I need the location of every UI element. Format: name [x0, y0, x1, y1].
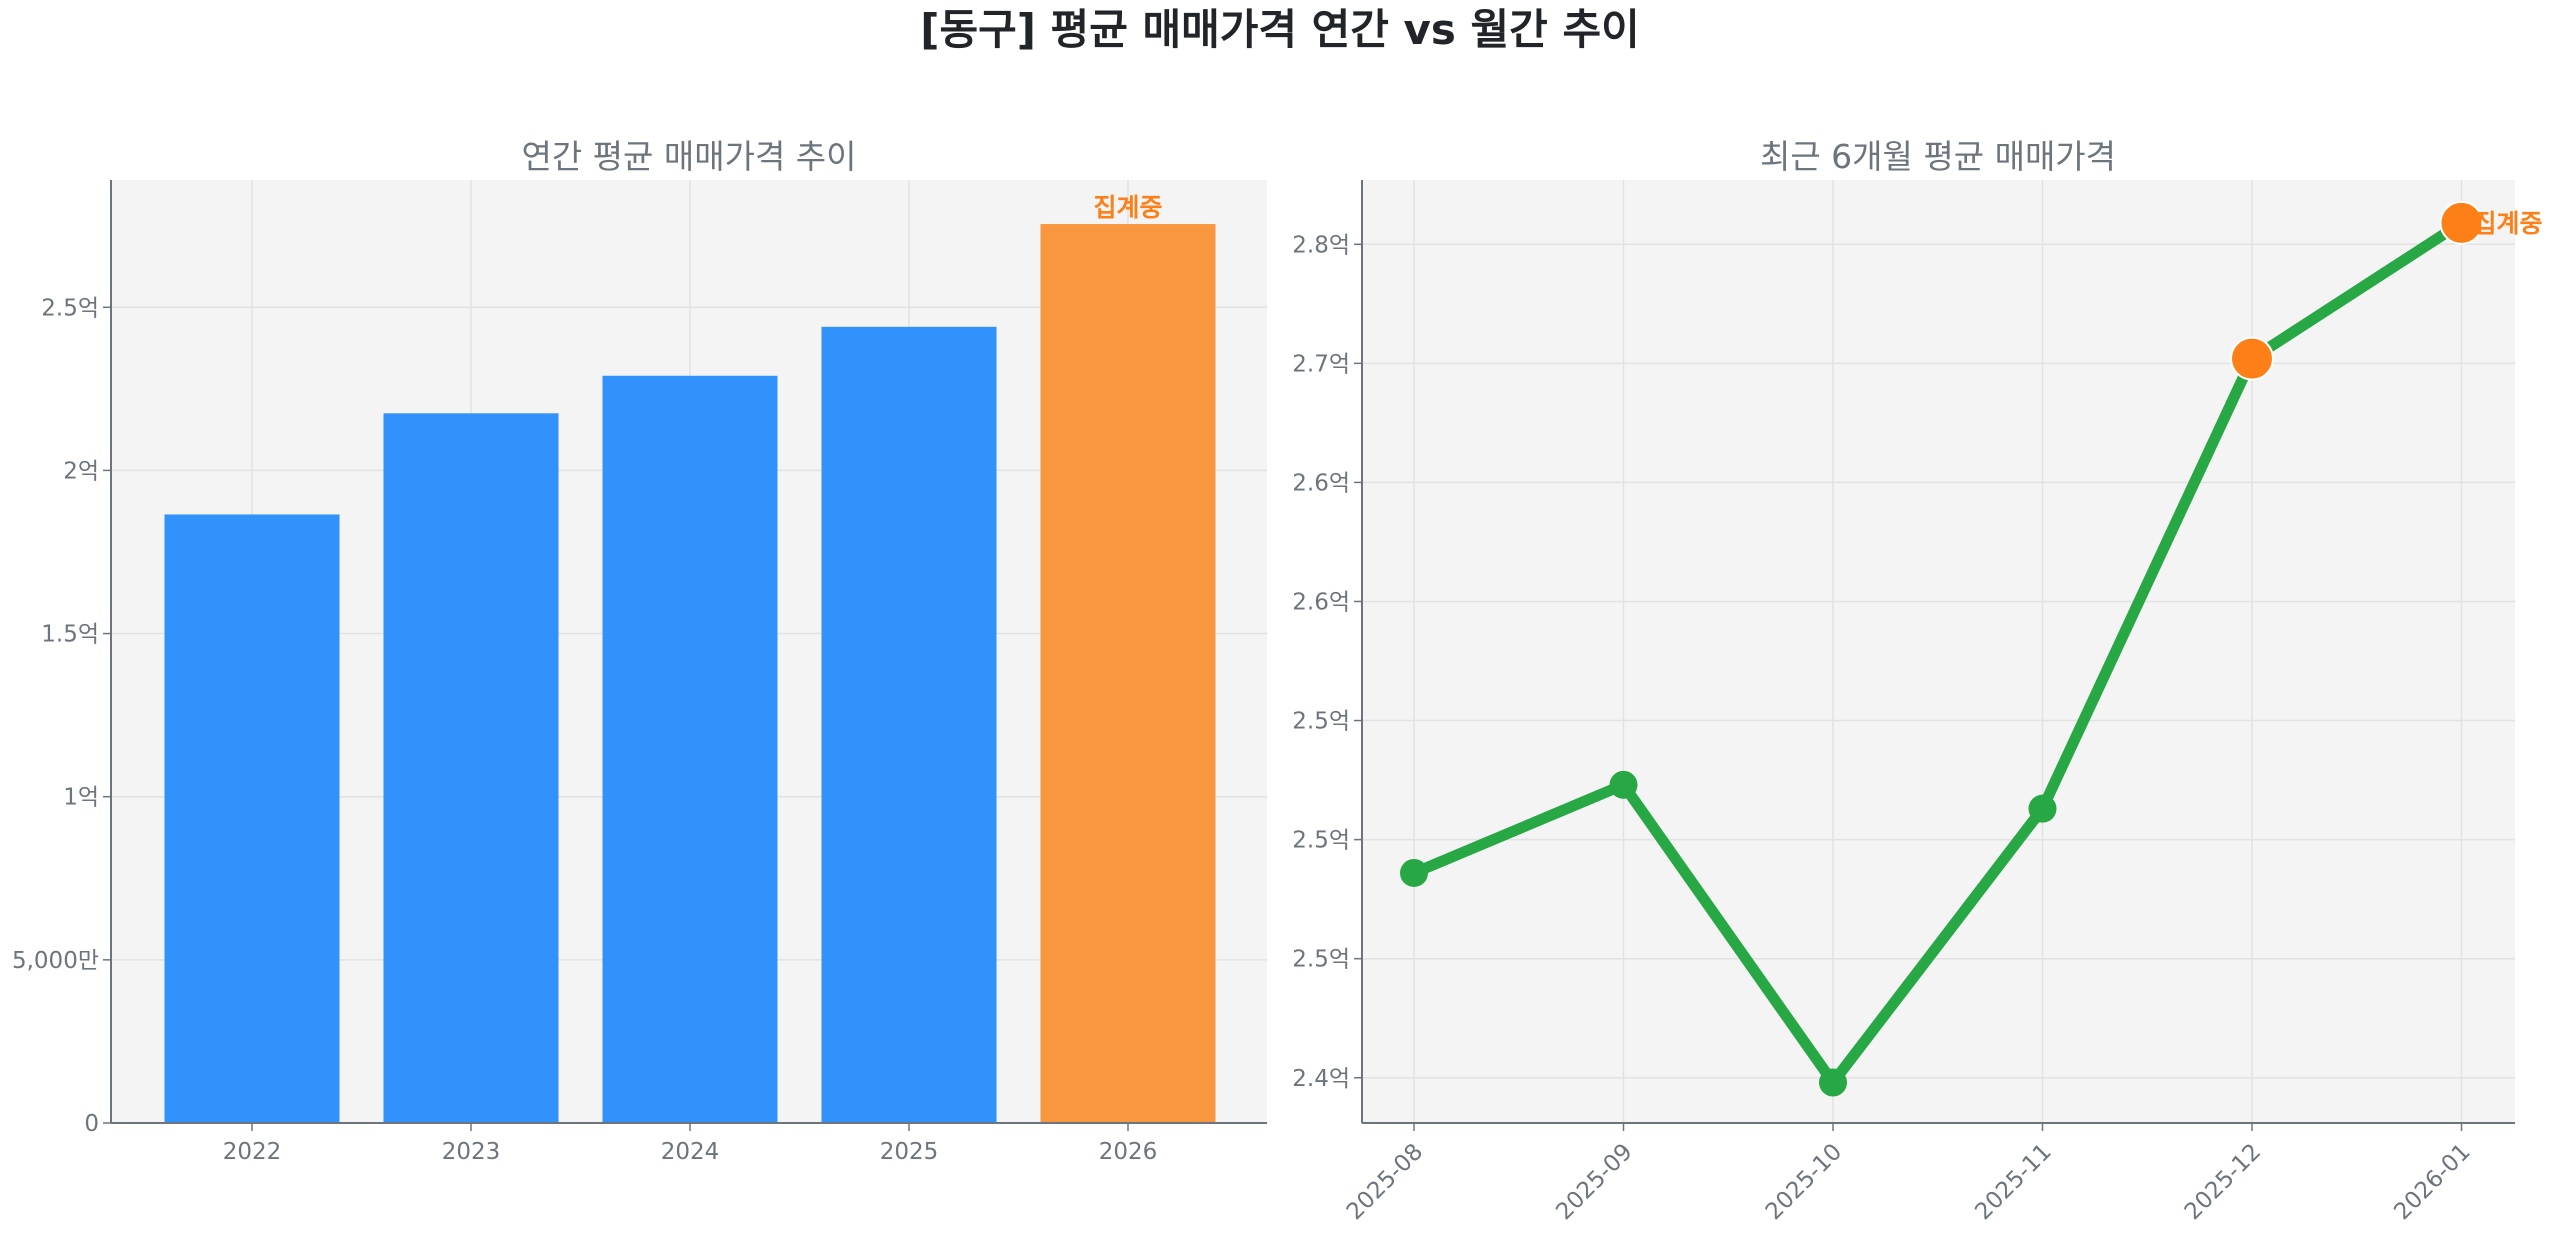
- x-tick-label: 2025-11: [1970, 1139, 2056, 1225]
- figure-title: [동구] 평균 매매가격 연간 vs 월간 추이: [920, 5, 1639, 54]
- data-point-2025-10: [1819, 1068, 1847, 1097]
- y-tick-label: 2.6억: [1292, 589, 1350, 615]
- x-tick-label: 2025-12: [2180, 1139, 2266, 1225]
- y-tick-label: 2.5억: [1292, 709, 1350, 735]
- bar-2025: [821, 326, 997, 1123]
- y-tick-label: 2억: [63, 458, 99, 484]
- bar-2022: [164, 514, 340, 1123]
- y-tick-label: 0: [84, 1111, 99, 1137]
- bar-2024: [602, 375, 778, 1123]
- bar-2023: [383, 413, 559, 1124]
- y-tick-label: 2.5억: [1292, 828, 1350, 854]
- data-point-2025-12: [2230, 336, 2274, 381]
- y-tick-label: 1.5억: [41, 622, 99, 648]
- line-chart-title: 최근 6개월 평균 매매가격: [1760, 137, 2116, 176]
- x-tick-label: 2026-01: [2389, 1139, 2475, 1225]
- y-tick-label: 2.7억: [1292, 351, 1350, 377]
- annotation-label: 집계중: [1093, 193, 1162, 222]
- x-tick-label: 2022: [223, 1139, 282, 1165]
- x-tick-label: 2025: [880, 1139, 939, 1165]
- x-tick-label: 2024: [661, 1139, 720, 1165]
- bar-chart: 0 5,000만 1억 1.5억 2억 2.5억 2022 2023 2024 2025 2026 집…: [12, 180, 1267, 1165]
- y-tick-label: 2.6억: [1292, 470, 1350, 496]
- y-tick-label: 2.5억: [41, 295, 99, 321]
- x-tick-label: 2023: [442, 1139, 501, 1165]
- line-chart: 2.4억 2.5억 2.5억 2.5억 2.6억 2.6억 2.7억 2.8억 2025-08 2…: [1292, 180, 2543, 1225]
- series-line: [1411, 218, 2465, 1089]
- x-tick-label: 2025-10: [1761, 1139, 1847, 1225]
- y-tick-label: 2.8억: [1292, 232, 1350, 258]
- annotation-label: 집계중: [2474, 209, 2543, 238]
- y-tick-label: 1억: [63, 785, 99, 811]
- data-point-2025-08: [1400, 858, 1428, 887]
- data-point-2026-01: [2439, 200, 2484, 245]
- plot-area: [1362, 180, 2515, 1123]
- x-tick-label: 2026: [1099, 1139, 1158, 1165]
- y-tick-label: 5,000만: [12, 948, 99, 974]
- y-tick-label: 2.5억: [1292, 947, 1350, 973]
- data-point-2025-11: [2028, 794, 2057, 823]
- y-tick-label: 2.4억: [1292, 1066, 1350, 1092]
- x-tick-label: 2025-09: [1551, 1139, 1637, 1225]
- bar-2026: [1040, 224, 1216, 1123]
- x-tick-label: 2025-08: [1342, 1139, 1428, 1225]
- bar-chart-title: 연간 평균 매매가격 추이: [521, 137, 856, 176]
- data-point-2025-09: [1609, 770, 1638, 799]
